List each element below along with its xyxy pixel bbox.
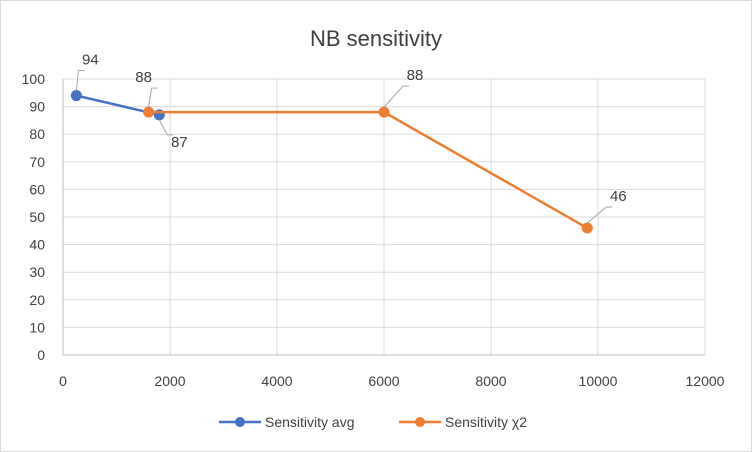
axes: 0 10 20 30 40 50 60 70 80 90 100 0 2000 4000 6000 8000 1… xyxy=(22,71,725,389)
data-label-leader xyxy=(586,206,613,224)
y-tick-label: 50 xyxy=(29,209,45,225)
y-tick-label: 90 xyxy=(29,99,45,115)
y-tick-label: 100 xyxy=(22,71,46,87)
data-label: 94 xyxy=(82,52,99,69)
y-tick-label: 10 xyxy=(29,319,45,335)
legend-label-1: Sensitivity avg xyxy=(265,414,354,430)
y-tick-label: 0 xyxy=(37,347,45,363)
data-label-leader xyxy=(158,119,174,136)
series-lines xyxy=(70,90,593,234)
y-tick-label: 80 xyxy=(29,126,45,142)
data-point xyxy=(581,222,593,234)
legend-marker-2 xyxy=(415,417,425,427)
data-label: 87 xyxy=(171,134,188,151)
data-labels: 94 87 88 88 46 xyxy=(75,52,627,224)
chart-title: NB sensitivity xyxy=(310,26,442,51)
gridlines xyxy=(63,78,706,355)
data-point xyxy=(378,106,390,118)
y-tick-label: 30 xyxy=(29,264,45,280)
data-label-leader xyxy=(383,85,409,108)
data-label-leader xyxy=(148,87,158,108)
x-tick-label: 10000 xyxy=(579,373,618,389)
y-tick-label: 40 xyxy=(29,237,45,253)
series-line-2 xyxy=(148,110,588,230)
data-label: 88 xyxy=(407,67,424,84)
y-tick-label: 20 xyxy=(29,292,45,308)
data-point xyxy=(143,106,155,118)
legend-label-2: Sensitivity χ2 xyxy=(445,414,527,430)
data-label: 88 xyxy=(135,69,152,86)
data-label: 46 xyxy=(610,188,627,205)
x-tick-label: 8000 xyxy=(475,373,506,389)
x-tick-label: 4000 xyxy=(261,373,292,389)
x-tick-label: 12000 xyxy=(686,373,725,389)
y-tick-label: 70 xyxy=(29,154,45,170)
x-tick-label: 6000 xyxy=(368,373,399,389)
data-label-leader xyxy=(75,70,85,91)
legend: Sensitivity avg Sensitivity χ2 xyxy=(219,414,527,430)
x-tick-label: 2000 xyxy=(154,373,185,389)
x-tick-label: 0 xyxy=(59,373,67,389)
legend-marker-1 xyxy=(235,417,245,427)
data-point xyxy=(70,90,82,102)
y-tick-label: 60 xyxy=(29,181,45,197)
